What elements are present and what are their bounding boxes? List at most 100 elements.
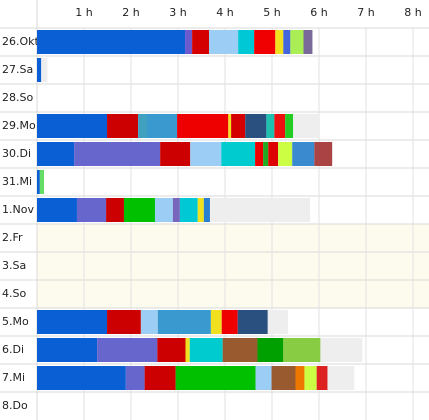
segment — [238, 30, 255, 54]
segment — [76, 198, 107, 222]
segment — [303, 30, 313, 54]
x-tick-label: 6 h — [310, 6, 327, 19]
row-label: 31.Mi — [2, 175, 32, 188]
segment — [144, 366, 176, 390]
segment — [160, 142, 191, 166]
holiday-background — [37, 224, 429, 252]
segment — [37, 338, 98, 362]
segment — [283, 338, 321, 362]
x-tick-label: 5 h — [263, 6, 280, 19]
segment — [203, 198, 210, 222]
segment — [320, 338, 363, 362]
segment — [146, 114, 178, 138]
segment — [263, 142, 269, 166]
segment — [271, 366, 296, 390]
segment — [179, 198, 198, 222]
segment — [221, 142, 256, 166]
segment — [222, 338, 258, 362]
segment — [74, 142, 161, 166]
segment — [37, 170, 40, 194]
segment — [154, 198, 173, 222]
segment — [293, 114, 320, 138]
segment — [185, 30, 193, 54]
segment — [185, 338, 190, 362]
segment — [266, 114, 275, 138]
row-label: 6.Di — [2, 343, 24, 356]
segment — [125, 366, 145, 390]
segment — [123, 198, 155, 222]
segment — [274, 114, 286, 138]
segment — [37, 310, 108, 334]
segment — [231, 114, 246, 138]
x-tick-label: 2 h — [122, 6, 139, 19]
segment — [190, 142, 222, 166]
segment — [237, 310, 268, 334]
holiday-background — [37, 252, 429, 280]
segment — [268, 142, 279, 166]
segment — [290, 30, 304, 54]
segment — [197, 198, 204, 222]
segment — [157, 310, 211, 334]
segment — [278, 142, 293, 166]
segment — [41, 58, 48, 82]
row-label: 8.Do — [2, 399, 28, 412]
segment — [304, 366, 317, 390]
x-tick-label: 8 h — [404, 6, 421, 19]
row-label: 27.Sa — [2, 63, 33, 76]
segment — [255, 142, 264, 166]
segment — [295, 366, 305, 390]
holiday-background — [37, 280, 429, 308]
row-label: 5.Mo — [2, 315, 29, 328]
segment — [209, 198, 311, 222]
segment — [257, 338, 284, 362]
row-label: 4.So — [2, 287, 26, 300]
segment — [221, 310, 238, 334]
segment — [106, 198, 124, 222]
segment — [107, 310, 141, 334]
row-label: 7.Mi — [2, 371, 25, 384]
segment — [39, 170, 45, 194]
row-label: 30.Di — [2, 147, 31, 160]
segment — [228, 114, 232, 138]
segment — [140, 310, 158, 334]
segment — [314, 142, 333, 166]
row-label: 2.Fr — [2, 231, 23, 244]
segment — [283, 30, 291, 54]
segment — [192, 30, 210, 54]
row-label: 28.So — [2, 91, 33, 104]
segment — [175, 366, 256, 390]
segment — [292, 142, 315, 166]
segment — [107, 114, 139, 138]
segment — [245, 114, 267, 138]
x-tick-label: 7 h — [357, 6, 374, 19]
segment — [209, 30, 239, 54]
segment — [37, 142, 75, 166]
segment — [157, 338, 186, 362]
segment — [177, 114, 229, 138]
segment — [37, 114, 108, 138]
x-tick-label: 3 h — [169, 6, 186, 19]
segment — [172, 198, 180, 222]
segment — [37, 58, 42, 82]
segment — [255, 366, 272, 390]
segment — [138, 114, 147, 138]
segment — [316, 366, 328, 390]
segment — [285, 114, 294, 138]
segment — [37, 198, 77, 222]
segment — [37, 30, 186, 54]
row-label: 29.Mo — [2, 119, 36, 132]
segment — [327, 366, 355, 390]
segment — [275, 30, 284, 54]
row-label: 1.Nov — [2, 203, 34, 216]
segment — [37, 366, 126, 390]
x-tick-label: 1 h — [75, 6, 92, 19]
segment — [210, 310, 222, 334]
segment — [97, 338, 158, 362]
row-label: 3.Sa — [2, 259, 26, 272]
segment — [267, 310, 288, 334]
row-label: 26.Okt — [2, 35, 40, 48]
x-tick-label: 4 h — [216, 6, 233, 19]
segment — [254, 30, 276, 54]
segment — [189, 338, 223, 362]
